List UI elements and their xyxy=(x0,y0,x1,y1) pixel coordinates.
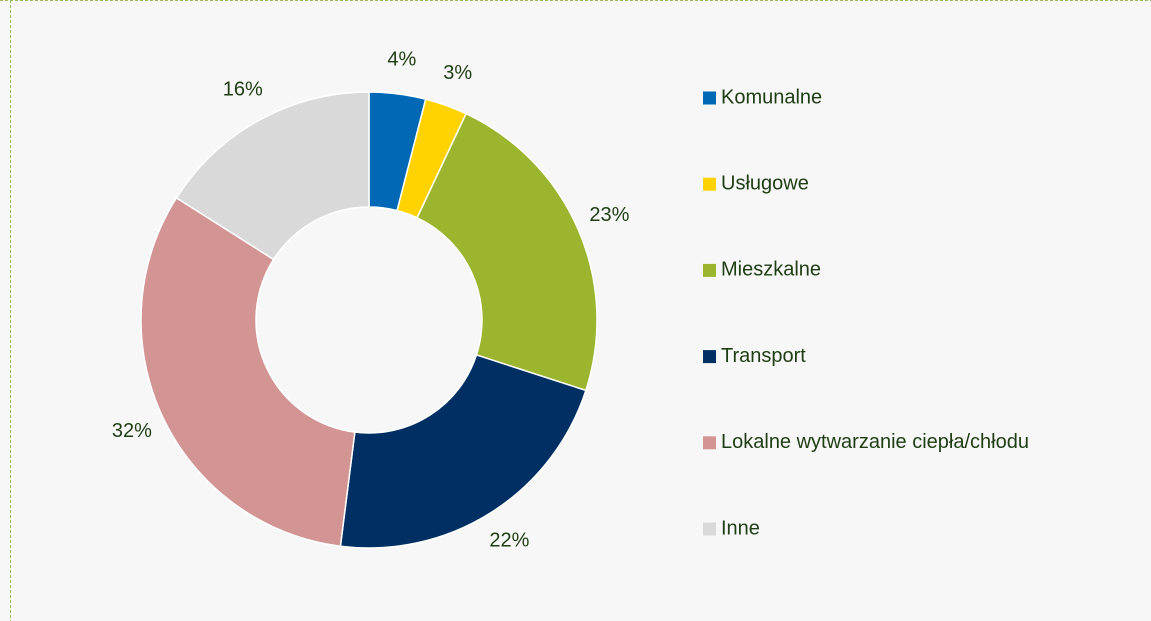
donut-slice xyxy=(140,196,356,548)
legend-swatch xyxy=(703,436,716,450)
legend-label: Transport xyxy=(721,345,806,367)
legend-label: Lokalne wytwarzanie ciepła/chłodu xyxy=(721,431,1029,453)
data-label: 3% xyxy=(443,62,472,84)
legend-label: Inne xyxy=(721,517,760,539)
data-label: 16% xyxy=(223,79,263,101)
legend-swatch xyxy=(703,263,716,277)
donut-slice xyxy=(339,353,587,549)
donut-slice xyxy=(175,91,370,261)
legend-swatch xyxy=(703,522,716,536)
legend-swatch xyxy=(703,177,716,191)
legend-swatch xyxy=(703,350,716,364)
legend-label: Komunalne xyxy=(721,86,822,108)
donut-slice xyxy=(416,112,598,392)
legend-swatch xyxy=(703,91,716,105)
data-label: 4% xyxy=(387,48,416,70)
legend-label: Mieszkalne xyxy=(721,259,821,281)
data-label: 32% xyxy=(112,420,152,442)
data-label: 22% xyxy=(489,529,529,551)
legend-label: Usługowe xyxy=(721,172,809,194)
data-label: 23% xyxy=(589,204,629,226)
